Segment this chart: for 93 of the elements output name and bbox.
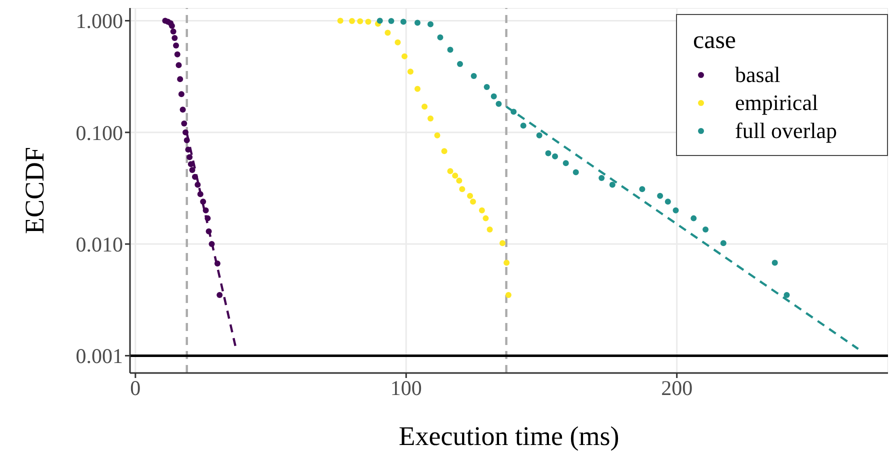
point [657,192,664,199]
point [214,260,220,266]
x-tick-label: 200 [661,376,693,400]
point [536,132,542,138]
point [348,18,355,24]
point [470,198,476,205]
point [178,91,184,98]
point [181,120,188,127]
point [365,18,372,25]
point [197,191,204,198]
point [447,168,454,174]
point [467,192,474,199]
point [545,150,552,156]
point [194,182,201,188]
point [414,86,420,92]
point [176,62,182,68]
point [202,207,209,214]
point [496,100,502,107]
point [470,72,477,79]
point [702,226,709,232]
point [505,292,512,298]
point [376,18,383,24]
point [186,154,193,160]
point [456,178,462,184]
point [639,186,646,192]
legend-label: empirical [735,89,818,117]
point [180,106,186,113]
x-tick-label: 0 [130,376,141,400]
point [720,240,726,246]
point [490,93,497,100]
x-axis-title: Execution time (ms) [398,421,620,451]
point [384,30,391,36]
point [772,260,778,266]
point [598,175,605,182]
legend-title: case [693,27,738,55]
point [427,116,434,122]
point [441,148,448,154]
legend-label: basal [735,61,780,89]
point [174,51,180,58]
y-tick-label: 0.001 [76,344,123,368]
point [206,228,212,234]
point [208,241,215,248]
point [510,108,517,115]
point [168,22,175,29]
point [204,215,211,222]
point [690,215,697,222]
point [414,20,420,26]
point [357,18,364,24]
y-tick-label: 0.010 [76,232,123,256]
point [434,132,440,138]
point [459,186,466,192]
y-tick-label: 1.000 [76,9,123,34]
point [664,198,671,205]
point [407,68,414,75]
point [452,172,458,179]
point [172,35,178,42]
point [457,60,463,67]
point [192,174,198,180]
point [447,46,454,53]
point [184,137,190,144]
point [402,53,408,60]
x-tick-label: 100 [390,376,422,400]
point [388,18,394,24]
point [504,260,510,266]
point [173,42,180,48]
point [437,34,444,40]
point [422,104,428,110]
y-axis-title: ECCDF [20,146,50,234]
point [482,215,489,222]
point [784,292,790,298]
point [484,84,490,90]
point [170,28,176,35]
legend-label: full overlap [735,117,838,145]
point [520,122,526,129]
y-tick-label: 0.100 [76,120,123,145]
point [188,161,194,168]
point [216,292,223,298]
point [478,207,485,214]
point [394,39,401,46]
point [189,167,196,174]
point [672,207,679,214]
point [182,129,188,136]
point [552,153,558,160]
point [177,76,184,82]
point [500,240,506,246]
point [427,21,434,28]
point [562,160,569,166]
point [200,198,206,205]
point [337,18,344,24]
point [400,18,406,25]
point [609,182,616,188]
point [572,169,579,176]
point [486,226,493,232]
